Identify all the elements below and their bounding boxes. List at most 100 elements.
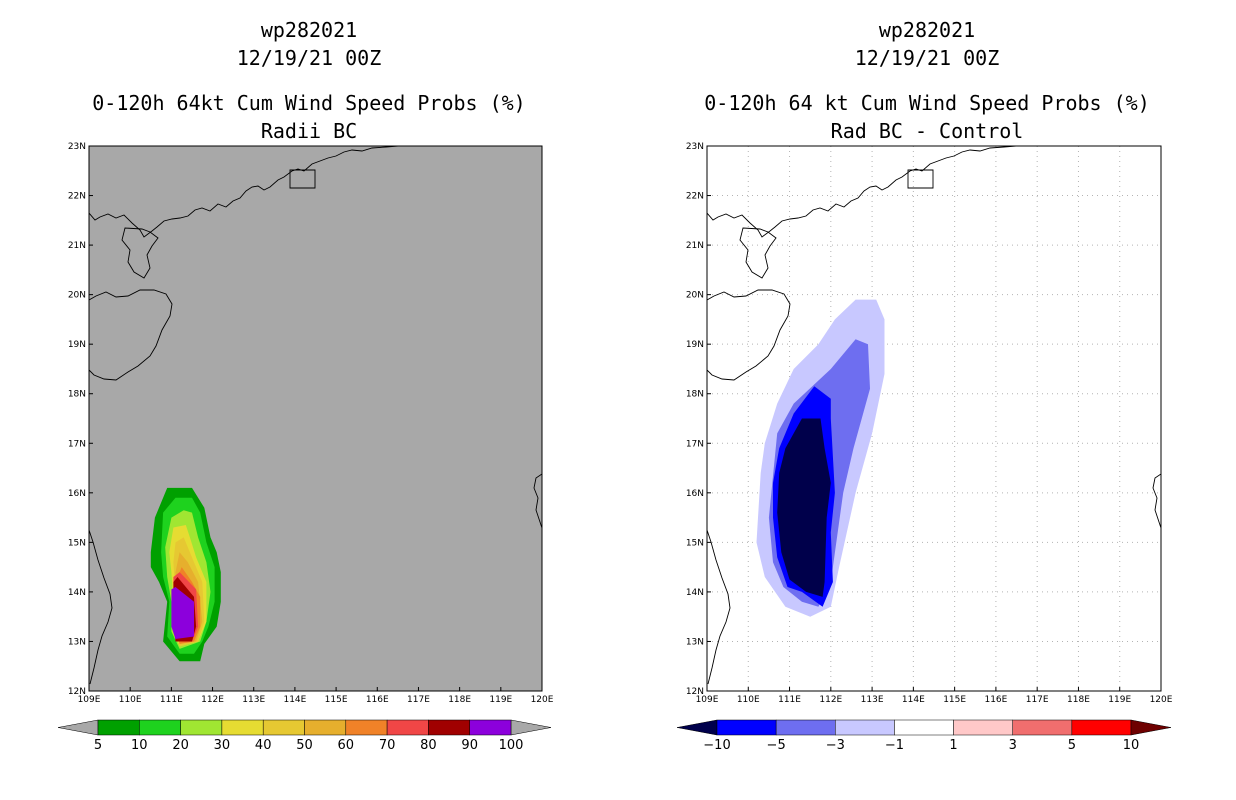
contour-90 xyxy=(171,587,194,639)
colorbar-label: 5 xyxy=(94,738,102,753)
x-tick-label: 114E xyxy=(902,695,925,705)
y-tick-label: 12N xyxy=(686,687,704,697)
colorbar-label: 3 xyxy=(1009,738,1017,753)
colorbar-label: −1 xyxy=(885,738,904,753)
left-title-date: 12/19/21 00Z xyxy=(236,46,382,70)
colorbar-swatch xyxy=(835,719,895,736)
colorbar-arrow-high xyxy=(1130,719,1172,736)
y-tick-label: 18N xyxy=(686,390,704,400)
x-tick-label: 109E xyxy=(78,695,101,705)
x-tick-label: 117E xyxy=(1026,695,1049,705)
coastline-vietnam xyxy=(89,529,113,685)
coastline-luzon xyxy=(1152,473,1161,529)
colorbar-swatch xyxy=(1012,719,1073,736)
y-tick-label: 20N xyxy=(68,291,86,301)
colorbar-label: 10 xyxy=(1123,738,1140,753)
x-tick-label: 112E xyxy=(201,695,224,705)
y-tick-label: 20N xyxy=(686,291,704,301)
y-tick-label: 16N xyxy=(686,489,704,499)
x-tick-label: 110E xyxy=(737,695,760,705)
right-title-product: 0-120h 64 kt Cum Wind Speed Probs (%) xyxy=(704,91,1150,115)
x-tick-label: 120E xyxy=(531,695,554,705)
left-title-subtitle: Radii BC xyxy=(260,119,358,143)
x-tick-label: 118E xyxy=(1067,695,1090,705)
colorbar-label: 10 xyxy=(131,738,148,753)
colorbar-label: 70 xyxy=(379,738,396,753)
x-tick-label: 119E xyxy=(489,695,512,705)
x-tick-label: 113E xyxy=(861,695,884,705)
x-tick-label: 110E xyxy=(119,695,142,705)
coastline-hainan xyxy=(707,289,791,381)
colorbar-label: 20 xyxy=(172,738,189,753)
right-title-date: 12/19/21 00Z xyxy=(854,46,1000,70)
colorbar-label: −3 xyxy=(826,738,845,753)
colorbar-swatch xyxy=(716,719,777,736)
colorbar-swatch xyxy=(345,719,388,736)
left-map-frame xyxy=(88,145,543,692)
x-tick-label: 115E xyxy=(325,695,348,705)
colorbar-label: −5 xyxy=(767,738,786,753)
colorbar-label: 90 xyxy=(461,738,478,753)
colorbar-label: 40 xyxy=(255,738,272,753)
coastline-leizhou xyxy=(739,227,777,279)
right-map-frame xyxy=(706,145,1162,692)
colorbar-swatch xyxy=(180,719,223,736)
y-tick-label: 13N xyxy=(686,637,704,647)
colorbar-label: 5 xyxy=(1068,738,1076,753)
x-tick-label: 120E xyxy=(1150,695,1173,705)
left-map-background xyxy=(89,146,542,691)
y-tick-label: 17N xyxy=(686,439,704,449)
y-tick-label: 12N xyxy=(68,687,86,697)
colorbar-label: −10 xyxy=(703,738,730,753)
colorbar-swatch xyxy=(139,719,181,736)
x-tick-label: 113E xyxy=(242,695,265,705)
right-title-storm-id: wp282021 xyxy=(878,18,976,42)
coastline-hongkong-box xyxy=(907,169,934,189)
y-tick-label: 19N xyxy=(68,340,86,350)
colorbar-swatch xyxy=(469,719,512,736)
colorbar-swatch xyxy=(221,719,264,736)
colorbar-label: 100 xyxy=(499,738,524,753)
x-tick-label: 111E xyxy=(160,695,183,705)
y-tick-label: 23N xyxy=(686,142,704,152)
left-title-product: 0-120h 64kt Cum Wind Speed Probs (%) xyxy=(92,91,526,115)
x-tick-label: 114E xyxy=(283,695,306,705)
y-tick-label: 15N xyxy=(686,538,704,548)
y-tick-label: 16N xyxy=(68,489,86,499)
x-tick-label: 115E xyxy=(943,695,966,705)
colorbar-label: 30 xyxy=(214,738,231,753)
colorbar-arrow-low xyxy=(676,719,718,736)
coastline-hainan xyxy=(89,289,173,381)
y-tick-label: 23N xyxy=(68,142,86,152)
y-tick-label: 18N xyxy=(68,390,86,400)
x-tick-label: 116E xyxy=(366,695,389,705)
coastline-hongkong-box xyxy=(289,169,316,189)
colorbar-swatch xyxy=(428,719,470,736)
x-tick-label: 119E xyxy=(1108,695,1131,705)
right-map-panel: 109E 110E 111E 112E 113E 114E 115E 116E 117E 118E… xyxy=(676,142,1173,753)
x-tick-label: 112E xyxy=(819,695,842,705)
y-tick-label: 15N xyxy=(68,538,86,548)
colorbar-label: 50 xyxy=(296,738,313,753)
y-tick-label: 21N xyxy=(68,241,86,251)
colorbar-swatch xyxy=(304,719,347,736)
y-tick-label: 21N xyxy=(686,241,704,251)
x-tick-label: 111E xyxy=(778,695,801,705)
colorbar-label: 60 xyxy=(338,738,355,753)
colorbar-label: 80 xyxy=(420,738,437,753)
colorbar-label: 1 xyxy=(949,738,957,753)
contour-minus-10 xyxy=(777,418,831,597)
colorbar-swatch xyxy=(953,719,1013,736)
colorbar-swatch xyxy=(1071,719,1132,736)
x-tick-label: 118E xyxy=(448,695,471,705)
y-tick-label: 14N xyxy=(686,588,704,598)
colorbar-swatch xyxy=(386,719,429,736)
colorbar-swatch xyxy=(775,719,836,736)
x-tick-label: 117E xyxy=(407,695,430,705)
coastline-vietnam xyxy=(707,529,731,685)
colorbar-swatch xyxy=(97,719,140,736)
y-tick-label: 14N xyxy=(68,588,86,598)
coastline-luzon xyxy=(533,473,542,529)
y-tick-label: 19N xyxy=(686,340,704,350)
